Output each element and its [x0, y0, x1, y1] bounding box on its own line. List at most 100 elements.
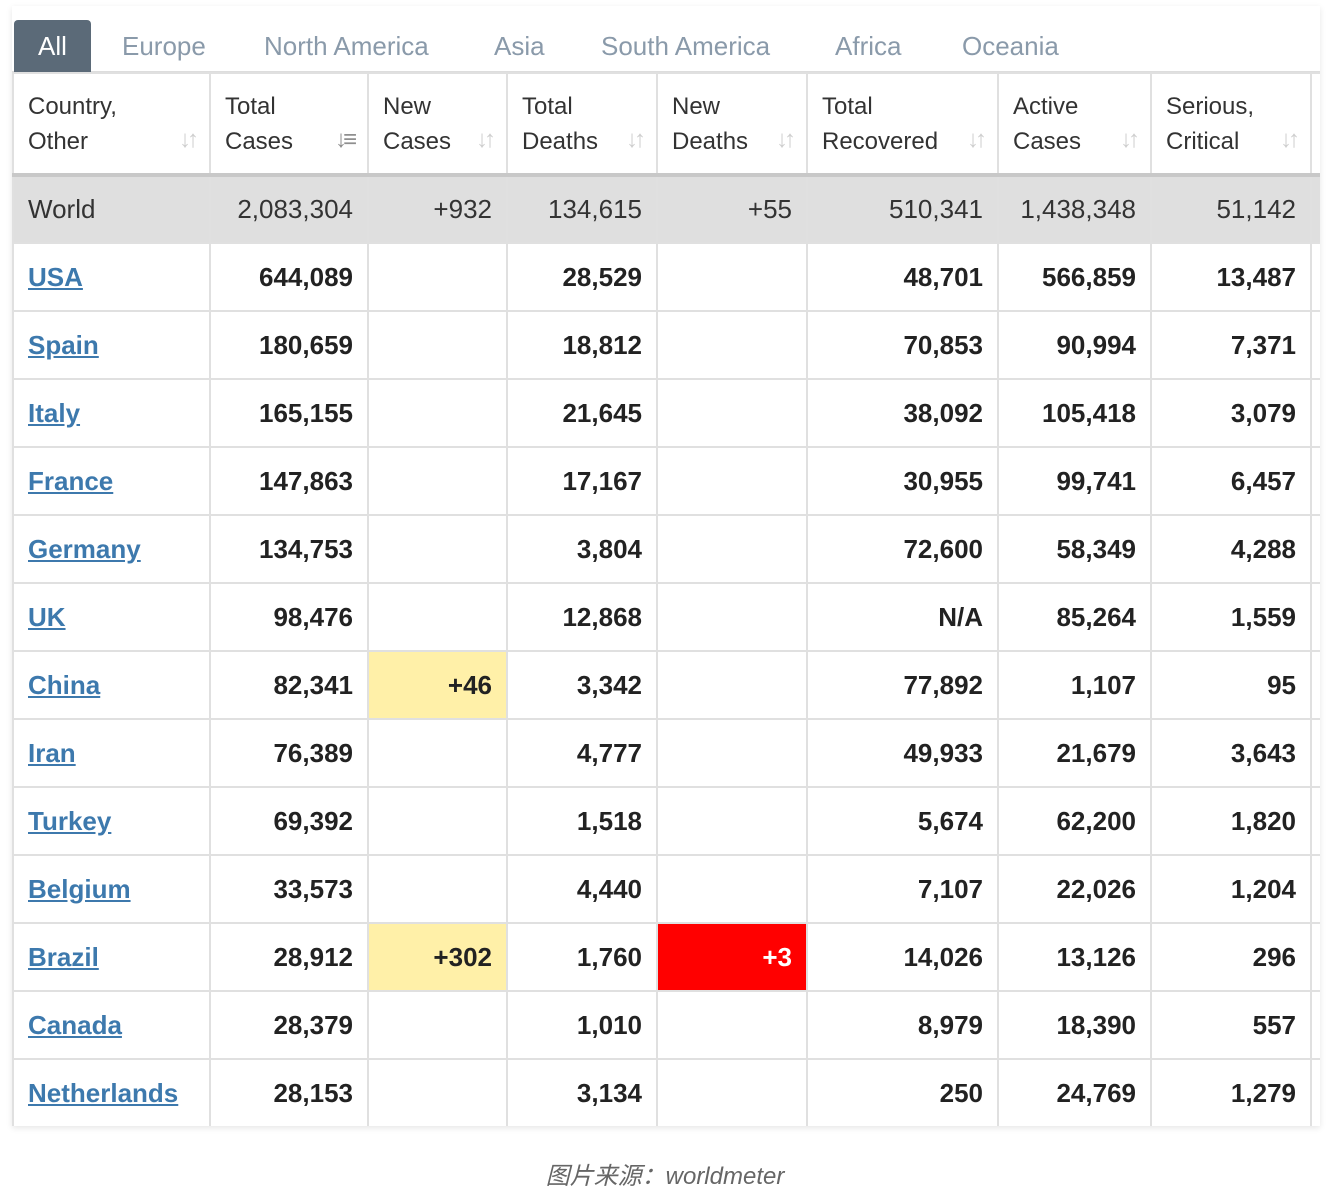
sort-desc-icon[interactable]: ↓≡	[334, 126, 357, 153]
col-header-country[interactable]: Country, Other ↓↑	[12, 72, 211, 177]
cell-new-deaths: +3	[656, 922, 808, 992]
cell-total-deaths: 21,645	[506, 378, 658, 448]
cell-new-deaths	[656, 514, 808, 584]
header-line: Total	[225, 92, 276, 120]
col-header-new-cases[interactable]: New Cases ↓↑	[367, 72, 508, 177]
col-header-new-deaths[interactable]: New Deaths ↓↑	[656, 72, 808, 177]
country-link[interactable]: Belgium	[28, 873, 131, 904]
sort-arrows-icon[interactable]: ↓↑	[626, 126, 646, 153]
cell-total-deaths: 18,812	[506, 310, 658, 380]
col-header-active-cases[interactable]: Active Cases ↓↑	[997, 72, 1152, 177]
sort-arrows-icon[interactable]: ↓↑	[476, 126, 496, 153]
sort-arrows-icon[interactable]: ↓↑	[967, 126, 987, 153]
header-line: Cases	[383, 127, 452, 155]
cell-clipped	[1310, 854, 1320, 924]
cell-total-cases: 76,389	[209, 718, 369, 788]
cell-serious-critical: 7,371	[1150, 310, 1312, 380]
country-link[interactable]: Iran	[28, 737, 76, 768]
cell-new-deaths	[656, 990, 808, 1060]
col-header-total-deaths[interactable]: Total Deaths ↓↑	[506, 72, 658, 177]
cell-country: Netherlands	[12, 1058, 211, 1126]
cell-active-cases: 58,349	[997, 514, 1152, 584]
cell-active-cases: 18,390	[997, 990, 1152, 1060]
cell-total-recovered: 5,674	[806, 786, 999, 856]
cell-serious-critical: 1,559	[1150, 582, 1312, 652]
country-link[interactable]: USA	[28, 261, 83, 292]
header-line: Total	[522, 92, 573, 120]
country-link[interactable]: UK	[28, 601, 66, 632]
cell-clipped	[1310, 1058, 1320, 1126]
cell-clipped	[1310, 174, 1320, 244]
cell-new-cases	[367, 310, 508, 380]
cell-total-cases: 69,392	[209, 786, 369, 856]
tab-north-america[interactable]: North America	[264, 31, 429, 61]
cell-serious-critical: 95	[1150, 650, 1312, 720]
cell-new-cases	[367, 854, 508, 924]
country-link[interactable]: Canada	[28, 1009, 122, 1040]
cell-active-cases: 90,994	[997, 310, 1152, 380]
sort-arrows-icon[interactable]: ↓↑	[179, 126, 199, 153]
cell-total-cases: 165,155	[209, 378, 369, 448]
country-link[interactable]: Turkey	[28, 805, 112, 836]
cell-new-deaths	[656, 310, 808, 380]
tab-africa[interactable]: Africa	[835, 31, 902, 61]
country-link[interactable]: China	[28, 669, 101, 700]
cell-active-cases: 99,741	[997, 446, 1152, 516]
cell-total-cases: 134,753	[209, 514, 369, 584]
table-row: Turkey 69,392 1,518 5,674 62,200 1,820	[12, 786, 1320, 856]
cell-total-deaths: 4,777	[506, 718, 658, 788]
cell-country: USA	[12, 242, 211, 312]
col-header-total-cases[interactable]: Total Cases ↓≡	[209, 72, 369, 177]
country-link[interactable]: Spain	[28, 329, 99, 360]
cell-serious-critical: 1,279	[1150, 1058, 1312, 1126]
header-line: Serious,	[1166, 92, 1255, 120]
cell-total-cases: 82,341	[209, 650, 369, 720]
cell-clipped	[1310, 650, 1320, 720]
cell-total-recovered: N/A	[806, 582, 999, 652]
cell-new-deaths	[656, 582, 808, 652]
country-link[interactable]: Italy	[28, 397, 81, 428]
cell-total-deaths: 17,167	[506, 446, 658, 516]
cell-clipped	[1310, 786, 1320, 856]
cell-total-deaths: 134,615	[506, 174, 658, 244]
cell-total-deaths: 28,529	[506, 242, 658, 312]
header-line: New	[383, 92, 432, 120]
header-line: Active	[1013, 92, 1079, 120]
tab-europe[interactable]: Europe	[122, 31, 206, 61]
header-line: Total	[822, 92, 873, 120]
cell-clipped	[1310, 990, 1320, 1060]
table-row: Canada 28,379 1,010 8,979 18,390 557	[12, 990, 1320, 1060]
col-header-total-recovered[interactable]: Total Recovered ↓↑	[806, 72, 999, 177]
sort-arrows-icon[interactable]: ↓↑	[1120, 126, 1140, 153]
world-label: World	[12, 174, 211, 244]
sort-arrows-icon[interactable]: ↓↑	[1280, 126, 1300, 153]
cell-active-cases: 62,200	[997, 786, 1152, 856]
cell-total-recovered: 250	[806, 1058, 999, 1126]
header-line: Deaths	[522, 127, 599, 155]
cell-total-recovered: 7,107	[806, 854, 999, 924]
country-link[interactable]: Brazil	[28, 941, 99, 972]
tab-oceania[interactable]: Oceania	[962, 31, 1059, 61]
cell-active-cases: 24,769	[997, 1058, 1152, 1126]
country-link[interactable]: Germany	[28, 533, 141, 564]
cell-clipped	[1310, 582, 1320, 652]
cell-total-deaths: 1,518	[506, 786, 658, 856]
cell-new-cases	[367, 446, 508, 516]
cell-total-recovered: 38,092	[806, 378, 999, 448]
cell-total-recovered: 48,701	[806, 242, 999, 312]
cell-active-cases: 1,107	[997, 650, 1152, 720]
col-header-serious-critical[interactable]: Serious, Critical ↓↑	[1150, 72, 1312, 177]
header-line: Critical	[1166, 127, 1240, 155]
tab-asia[interactable]: Asia	[494, 31, 545, 61]
cell-clipped	[1310, 718, 1320, 788]
cell-serious-critical: 557	[1150, 990, 1312, 1060]
country-link[interactable]: Netherlands	[28, 1077, 179, 1108]
tab-all[interactable]: All	[14, 20, 91, 72]
cell-new-deaths	[656, 378, 808, 448]
header-line: Other	[28, 127, 89, 155]
region-tabs: All Europe North America Asia South Amer…	[12, 6, 1320, 72]
sort-arrows-icon[interactable]: ↓↑	[776, 126, 796, 153]
tab-south-america[interactable]: South America	[601, 31, 771, 61]
country-link[interactable]: France	[28, 465, 114, 496]
cell-active-cases: 105,418	[997, 378, 1152, 448]
